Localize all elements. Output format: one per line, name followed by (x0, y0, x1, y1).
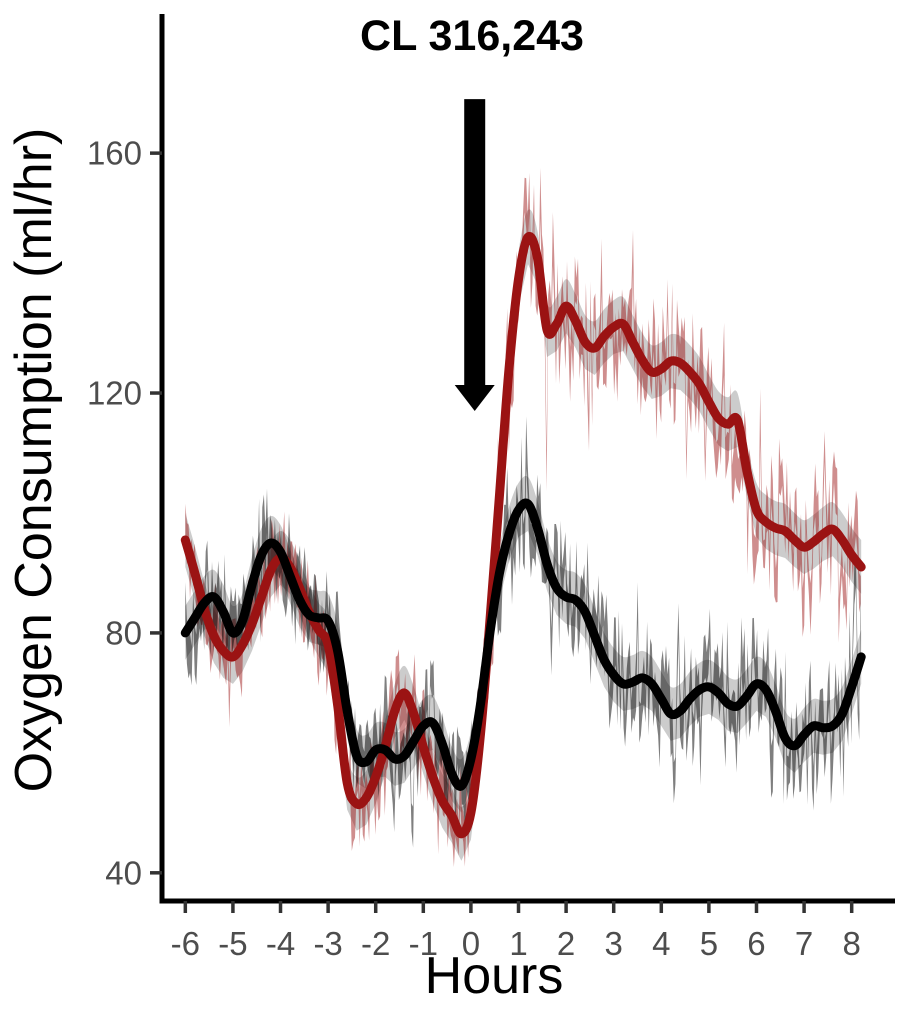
x-tick-label: 6 (747, 925, 765, 962)
y-axis-title: Oxygen Consumption (ml/hr) (5, 127, 63, 793)
x-tick-label: 4 (652, 925, 670, 962)
x-tick-label: -1 (409, 925, 438, 962)
x-tick-label: 0 (462, 925, 480, 962)
x-tick-label: 8 (843, 925, 861, 962)
x-tick-label: -5 (218, 925, 247, 962)
control-mean-line (180, 498, 866, 791)
y-tick-label: 160 (87, 135, 142, 172)
x-tick-label: -4 (266, 925, 295, 962)
treatment-annotation: CL 316,243 (360, 12, 584, 60)
y-tick-label: 40 (105, 854, 142, 891)
treated-mean-line (180, 231, 866, 839)
injection-arrow-head (454, 385, 495, 412)
x-tick-label: 1 (509, 925, 527, 962)
x-tick-label: 7 (795, 925, 813, 962)
y-tick-label: 120 (87, 375, 142, 412)
x-tick-label: -2 (361, 925, 390, 962)
y-tick-label: 80 (105, 614, 142, 651)
x-tick-label: -6 (171, 925, 200, 962)
x-axis-title: Hours (424, 947, 564, 1005)
x-tick-label: 3 (605, 925, 623, 962)
x-tick-label: 5 (700, 925, 718, 962)
x-tick-label: 2 (557, 925, 575, 962)
x-tick-label: -3 (313, 925, 342, 962)
